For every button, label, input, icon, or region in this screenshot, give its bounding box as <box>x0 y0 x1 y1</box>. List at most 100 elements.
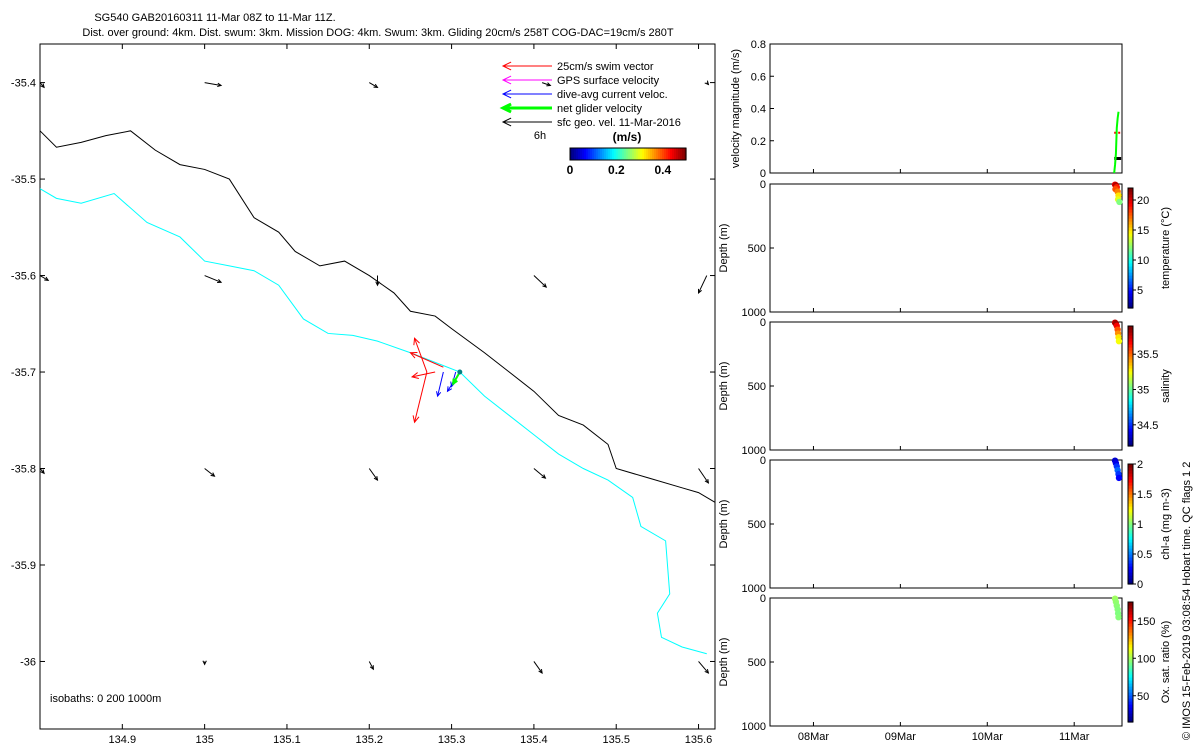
temperature-colorbar-cell <box>1128 191 1133 195</box>
salinity-y-label: Depth (m) <box>718 362 730 411</box>
colorbar-cell <box>604 148 607 160</box>
colorbar-cell <box>574 148 577 160</box>
salinity-colorbar-cell <box>1128 380 1133 384</box>
chl-a-colorbar-cell <box>1128 485 1133 489</box>
oxygen-colorbar-cell <box>1128 716 1133 720</box>
temperature-colorbar-cell <box>1128 209 1133 213</box>
oxygen-colorbar-cell <box>1128 689 1133 693</box>
oxygen-colorbar-cell <box>1128 701 1133 705</box>
oxygen-point <box>1115 614 1122 621</box>
colorbar-cell <box>582 148 585 160</box>
colorbar-tick-label: 0 <box>567 163 574 177</box>
salinity-colorbar-cell <box>1128 362 1133 366</box>
colorbar-cell <box>648 148 651 160</box>
chl-a-colorbar-cell <box>1128 509 1133 513</box>
colorbar-cell <box>658 148 661 160</box>
salinity-colorbar-tick-label: 35.5 <box>1137 349 1158 361</box>
colorbar-cell <box>668 148 671 160</box>
velocity-y-tick-label: 0 <box>760 168 766 180</box>
salinity-colorbar-cell <box>1128 347 1133 351</box>
oxygen-colorbar-cell <box>1128 647 1133 651</box>
chl-a-colorbar-cell <box>1128 476 1133 480</box>
chl-a-colorbar-cell <box>1128 575 1133 579</box>
swim-vector-head <box>413 337 420 346</box>
geo-vector <box>541 82 551 86</box>
salinity-colorbar-cell <box>1128 422 1133 426</box>
salinity-colorbar-cell <box>1128 335 1133 339</box>
chl-a-colorbar-cell <box>1128 497 1133 501</box>
chl-a-colorbar-cell <box>1128 539 1133 543</box>
map-x-tick-label: 135.2 <box>356 734 384 746</box>
chl-a-colorbar-tick-label: 1.5 <box>1137 489 1152 501</box>
salinity-colorbar-cell <box>1128 413 1133 417</box>
colorbar-cell <box>654 148 657 160</box>
chl-a-colorbar-tick-label: 2 <box>1137 459 1143 471</box>
chl-a-colorbar-cell <box>1128 578 1133 582</box>
oxygen-colorbar-cell <box>1128 611 1133 615</box>
legend-arrow-head <box>501 89 512 99</box>
salinity-point <box>1115 338 1123 345</box>
temperature-colorbar-cell <box>1128 302 1133 306</box>
geo-vector-head <box>373 476 379 482</box>
colorbar-cell <box>682 148 685 160</box>
temperature-colorbar-tick-label: 15 <box>1137 225 1149 237</box>
geo-vector-head <box>546 82 552 87</box>
oxygen-colorbar-cell <box>1128 653 1133 657</box>
chl-a-colorbar-cell <box>1128 527 1133 531</box>
temperature-colorbar-cell <box>1128 305 1133 309</box>
temperature-colorbar-cell <box>1128 236 1133 240</box>
temperature-point <box>1116 198 1123 206</box>
salinity-colorbar-cell <box>1128 440 1133 444</box>
swim-vector-head <box>410 372 419 380</box>
chl-a-colorbar-cell <box>1128 521 1133 525</box>
chl-a-colorbar-cell <box>1128 581 1133 585</box>
temperature-colorbar-cell <box>1128 257 1133 261</box>
geo-vector <box>698 275 708 294</box>
oxygen-colorbar-cell <box>1128 707 1133 711</box>
salinity-colorbar-cell <box>1128 428 1133 432</box>
colorbar-cell <box>616 148 619 160</box>
isobath-label: isobaths: 0 200 1000m <box>50 693 161 705</box>
temperature-colorbar-cell <box>1128 287 1133 291</box>
oxygen-colorbar-cell <box>1128 698 1133 702</box>
chl-a-colorbar-cell <box>1128 554 1133 558</box>
oxygen-colorbar-cell <box>1128 683 1133 687</box>
oxygen-colorbar-cell <box>1128 605 1133 609</box>
map-legend: 25cm/s swim vector GPS surface velocity di… <box>499 61 681 142</box>
colorbar-cell <box>638 148 641 160</box>
chl-a-colorbar-cell <box>1128 560 1133 564</box>
geo-vector <box>204 275 222 283</box>
temperature-colorbar-cell <box>1128 266 1133 270</box>
chl-a-colorbar-cell <box>1128 518 1133 522</box>
temperature-colorbar-frame <box>1127 187 1134 309</box>
salinity-colorbar-cell <box>1128 341 1133 345</box>
salinity-colorbar-label: salinity <box>1160 369 1172 403</box>
temperature-y-tick-label: 1000 <box>742 307 766 319</box>
geo-vector <box>533 661 543 674</box>
temperature-colorbar-cell <box>1128 197 1133 201</box>
salinity-colorbar-cell <box>1128 368 1133 372</box>
chl-a-colorbar-cell <box>1128 524 1133 528</box>
oxygen-colorbar-cell <box>1128 659 1133 663</box>
map-x-tick-label: 135.6 <box>685 734 713 746</box>
salinity-colorbar-cell <box>1128 332 1133 336</box>
geo-vector-head <box>704 80 710 86</box>
map-y-tick-label: -35.6 <box>11 271 36 283</box>
temperature-colorbar-cell <box>1128 272 1133 276</box>
colorbar-cell <box>618 148 621 160</box>
salinity-colorbar-cell <box>1128 356 1133 360</box>
current-vector <box>437 371 444 397</box>
colorbar-cell <box>626 148 629 160</box>
chl-a-colorbar-cell <box>1128 491 1133 495</box>
chl-a-colorbar-cell <box>1128 488 1133 492</box>
map-x-tick-label: 134.9 <box>109 734 137 746</box>
oxygen-y-tick-label: 0 <box>760 593 766 605</box>
colorbar-cell <box>622 148 625 160</box>
oxygen-colorbar-cell <box>1128 671 1133 675</box>
colorbar-cell <box>592 148 595 160</box>
glider-position <box>457 369 463 375</box>
colorbar-cell <box>670 148 673 160</box>
map-frame <box>39 43 716 730</box>
oxygen-colorbar-cell <box>1128 629 1133 633</box>
salinity-colorbar-cell <box>1128 410 1133 414</box>
